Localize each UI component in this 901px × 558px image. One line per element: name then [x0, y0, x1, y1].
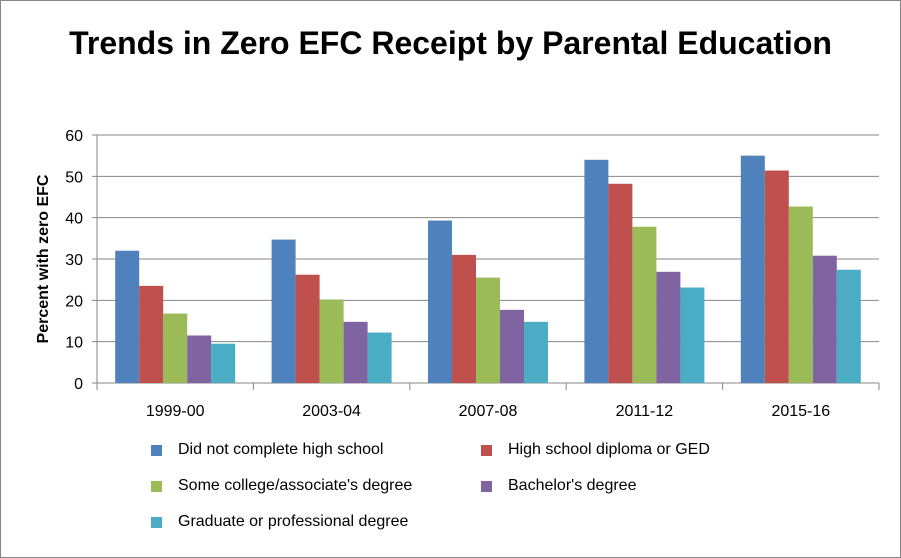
legend-label: Did not complete high school	[178, 441, 384, 458]
bar-2015-16-2	[788, 206, 813, 383]
bar-2015-16-0	[740, 155, 765, 383]
y-tick-label: 0	[74, 376, 83, 393]
bar-1999-00-2	[163, 313, 188, 383]
x-tick-label: 1999-00	[146, 403, 205, 420]
legend-label: Bachelor's degree	[508, 477, 637, 494]
bar-2011-12-1	[608, 183, 633, 383]
bar-2011-12-2	[632, 226, 657, 383]
y-tick-label: 40	[65, 211, 83, 228]
legend-swatch	[481, 444, 492, 456]
bar-1999-00-1	[139, 285, 164, 383]
legend-swatch	[151, 516, 162, 528]
x-tick-label: 2011-12	[616, 403, 674, 420]
bar-1999-00-3	[187, 335, 212, 383]
bar-2011-12-3	[656, 271, 681, 383]
bar-1999-00-4	[211, 343, 236, 383]
x-tick-label: 2007-08	[459, 403, 518, 420]
bar-2011-12-4	[680, 287, 705, 383]
bar-2007-08-1	[452, 254, 476, 383]
bar-2015-16-1	[764, 170, 789, 383]
bar-1999-00-0	[115, 250, 140, 383]
y-tick-label: 50	[65, 169, 83, 186]
y-tick-label: 10	[65, 335, 83, 352]
bar-2003-04-4	[367, 332, 392, 383]
bar-2007-08-3	[500, 309, 524, 383]
bar-2003-04-3	[343, 321, 368, 383]
legend-label: Graduate or professional degree	[178, 513, 409, 530]
y-tick-label: 30	[65, 252, 83, 269]
y-tick-label: 20	[65, 293, 83, 310]
legend-item: Graduate or professional degree	[151, 513, 408, 531]
bar-2007-08-2	[476, 277, 500, 383]
bar-2003-04-1	[295, 274, 320, 383]
legend-swatch	[151, 444, 162, 456]
bar-2007-08-4	[524, 321, 548, 383]
bar-2007-08-0	[428, 220, 452, 383]
legend-swatch	[151, 480, 162, 492]
legend-swatch	[481, 480, 492, 492]
legend-item: Some college/associate's degree	[151, 477, 412, 495]
legend-label: Some college/associate's degree	[178, 477, 413, 494]
legend-label: High school diploma or GED	[508, 441, 710, 458]
bar-2003-04-0	[271, 239, 296, 383]
chart-title: Trends in Zero EFC Receipt by Parental E…	[69, 25, 832, 61]
legend-item: High school diploma or GED	[481, 441, 710, 459]
legend-item: Did not complete high school	[151, 441, 383, 459]
legend-item: Bachelor's degree	[481, 477, 636, 495]
bar-2015-16-4	[836, 269, 861, 383]
x-tick-label: 2003-04	[302, 403, 361, 420]
bar-2011-12-0	[584, 159, 609, 383]
x-tick-label: 2015-16	[771, 403, 830, 420]
y-tick-label: 60	[65, 128, 83, 145]
bar-2003-04-2	[319, 299, 344, 383]
bar-2015-16-3	[812, 255, 837, 383]
y-axis-label: Percent with zero EFC	[35, 174, 52, 343]
